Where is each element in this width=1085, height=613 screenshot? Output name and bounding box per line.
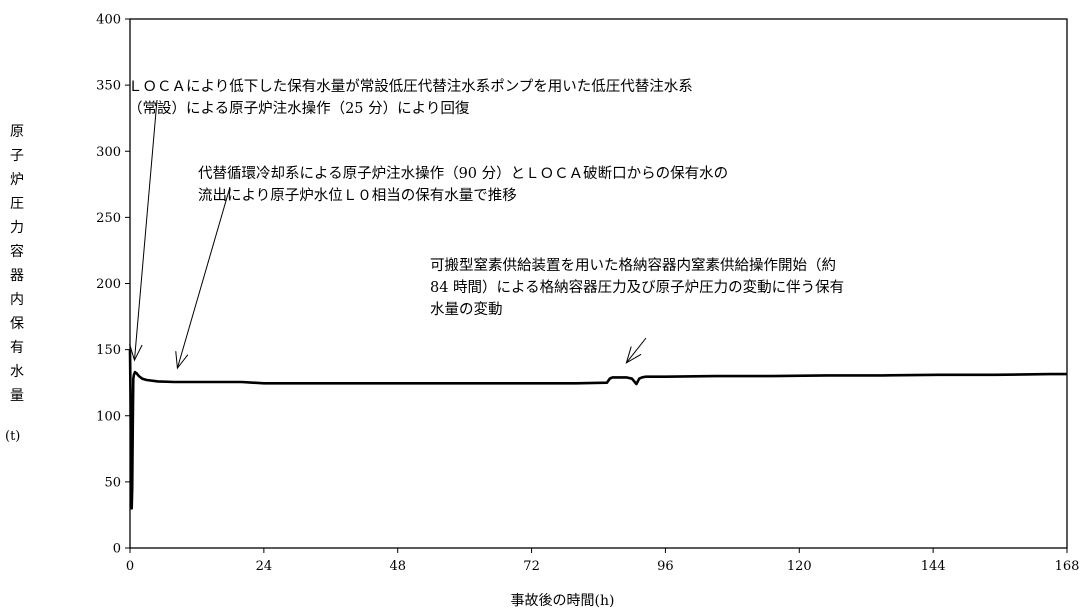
annotation-arrow-head — [625, 346, 642, 364]
annotation-line: 水量の変動 — [430, 302, 503, 318]
y-axis-label-text: 原子炉圧力容器内保有水量 — [10, 124, 24, 404]
series-line — [128, 349, 1067, 510]
annotation-arrow-head — [175, 351, 189, 370]
annotation-line: 代替循環冷却系による原子炉注水操作（90 分）とＬＯＣＡ破断口からの保有水の — [198, 166, 729, 182]
annotation-arrow-shaft — [133, 99, 158, 361]
annotation-arrow-head — [129, 343, 143, 362]
y-tick-label: 400 — [96, 13, 121, 28]
annotation-line: ＬＯＣＡにより低下した保有水量が常設低圧代替注水系ポンプを用いた低圧代替注水系 — [128, 79, 693, 95]
x-tick-label: 0 — [126, 559, 134, 574]
y-tick-label: 300 — [96, 145, 121, 160]
y-tick-label: 350 — [96, 79, 121, 94]
y-tick-label: 0 — [113, 542, 121, 557]
y-axis-unit: (t) — [5, 429, 21, 444]
x-tick-label: 96 — [657, 559, 674, 574]
annotation-arrow-shaft — [176, 186, 231, 369]
x-tick-label: 48 — [389, 559, 406, 574]
y-tick-label: 50 — [104, 475, 121, 490]
y-tick-label: 250 — [96, 211, 121, 226]
x-tick-label: 120 — [787, 559, 812, 574]
annotation-alternative-cooling: 代替循環冷却系による原子炉注水操作（90 分）とＬＯＣＡ破断口からの保有水の 流… — [198, 163, 728, 207]
y-tick-label: 200 — [96, 277, 121, 292]
annotation-nitrogen-supply: 可搬型窒素供給装置を用いた格納容器内窒素供給操作開始（約 84 時間）による格納… — [430, 255, 844, 321]
x-tick-label: 144 — [921, 559, 946, 574]
x-tick-label: 24 — [256, 559, 273, 574]
y-tick-label: 100 — [96, 409, 121, 424]
y-tick-label: 150 — [96, 343, 121, 358]
y-axis-label: 原子炉圧力容器内保有水量 — [7, 120, 27, 408]
x-axis-label: 事故後の時間(h) — [510, 593, 615, 609]
annotation-line: （常設）による原子炉注水操作（25 分）により回復 — [128, 101, 470, 117]
x-tick-label: 168 — [1055, 559, 1080, 574]
annotation-line: 流出により原子炉水位Ｌ０相当の保有水量で推移 — [198, 188, 517, 204]
annotation-arrow-shaft — [625, 337, 647, 364]
annotation-loca-recovery: ＬＯＣＡにより低下した保有水量が常設低圧代替注水系ポンプを用いた低圧代替注水系 … — [128, 76, 693, 120]
annotation-line: 可搬型窒素供給装置を用いた格納容器内窒素供給操作開始（約 — [430, 258, 836, 274]
annotation-line: 84 時間）による格納容器圧力及び原子炉圧力の変動に伴う保有 — [430, 280, 845, 296]
x-tick-label: 72 — [523, 559, 540, 574]
